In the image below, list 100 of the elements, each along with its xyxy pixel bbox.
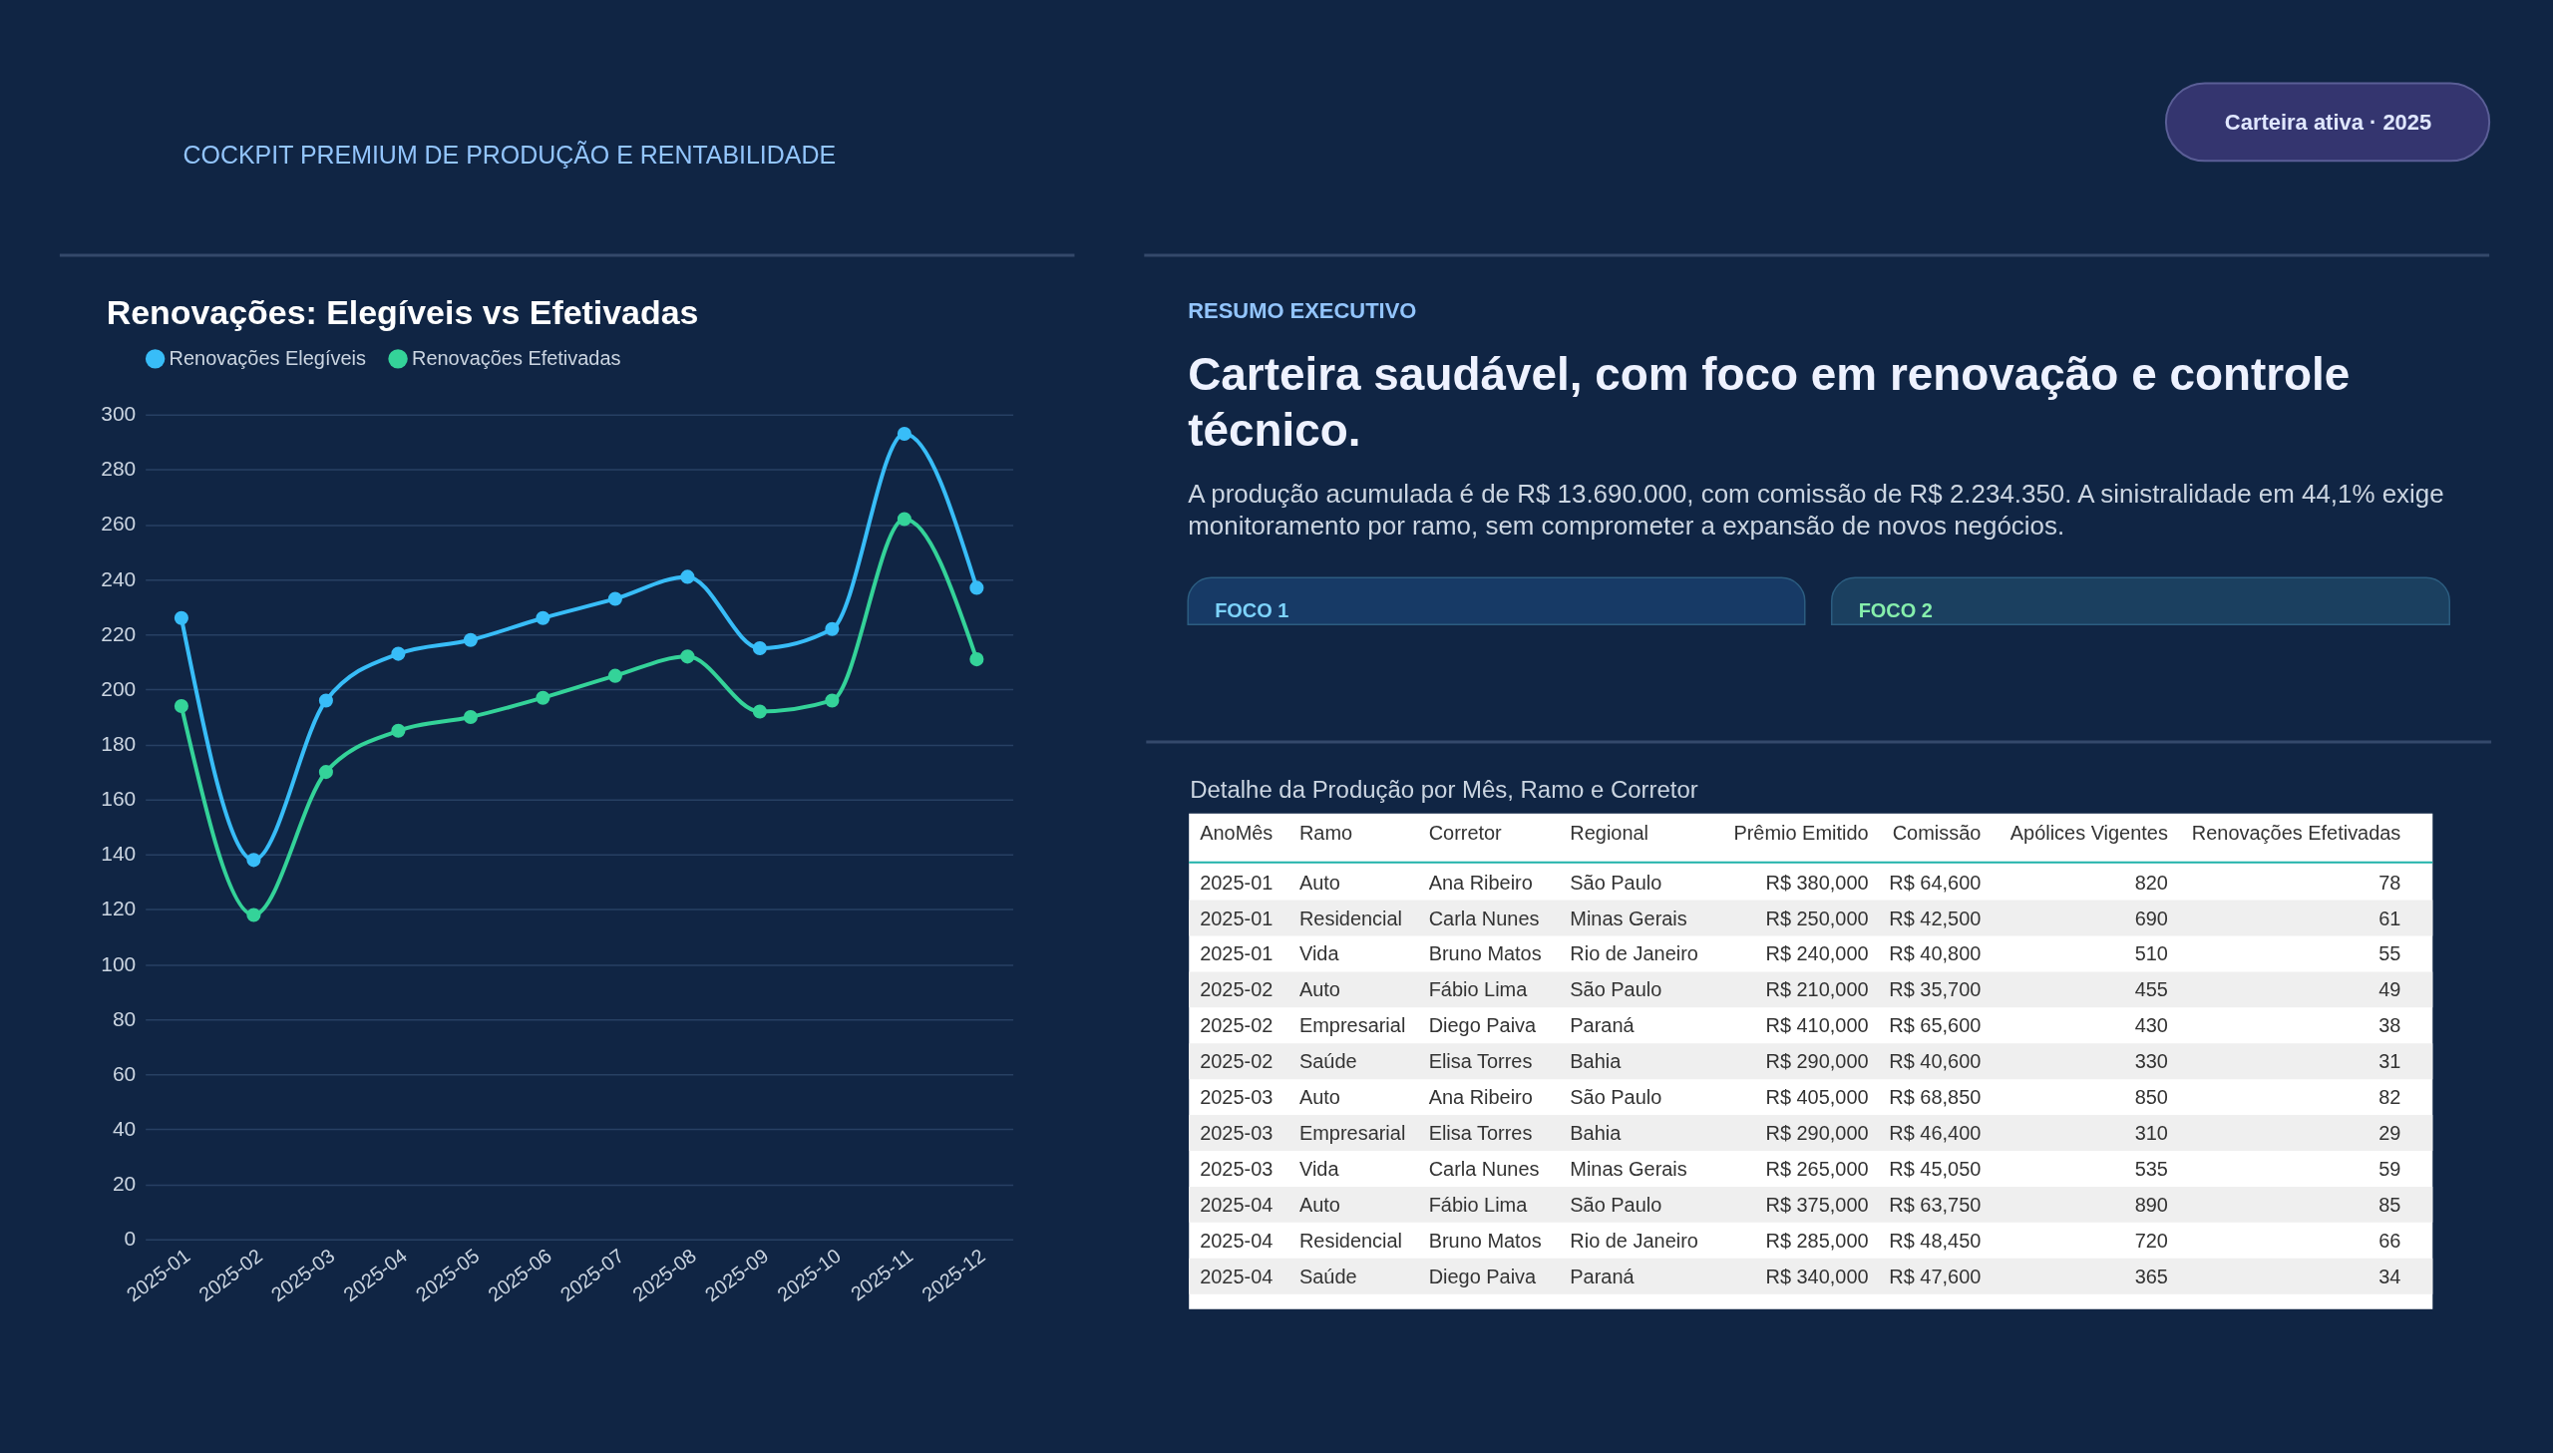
point [391, 646, 406, 661]
text: 49 [2378, 978, 2401, 1001]
text: São Paulo [1570, 1193, 1662, 1216]
text: 890 [2134, 1193, 2168, 1216]
point [536, 690, 550, 705]
point [752, 641, 767, 656]
text: R$ 65,600 [1889, 1014, 1982, 1037]
text: A produção acumulada é de R$ 13.690.000, com comissão de R$ 2.234.350. A sinistralidade em 44,1% exige monitoramento por ramo, sem comprometer a expansão de novos negócios. [1188, 479, 2444, 541]
text: R$ 42,500 [1889, 907, 1982, 929]
chart-title: Renovações: Elegíveis vs Efetivadas [106, 292, 699, 331]
text: R$ 63,750 [1889, 1193, 1982, 1216]
text: 78 [2378, 871, 2401, 894]
y-tick-label: 260 [101, 512, 137, 536]
point [174, 610, 188, 625]
text: São Paulo [1570, 1086, 1662, 1109]
text: R$ 340,000 [1765, 1265, 1869, 1287]
text: São Paulo [1570, 978, 1662, 1001]
text: R$ 45,050 [1889, 1157, 1982, 1180]
text: 2025-01 [1200, 871, 1274, 894]
text: R$ 46,400 [1889, 1122, 1982, 1145]
point [752, 704, 767, 719]
text: Fábio Lima [1428, 978, 1528, 1001]
y-tick-label: 40 [112, 1117, 137, 1140]
y-tick-label: 0 [124, 1227, 137, 1251]
text: Elisa Torres [1428, 1050, 1533, 1073]
text: 2025-01 [1200, 907, 1274, 929]
text: Saúde [1298, 1050, 1357, 1073]
point [607, 591, 622, 606]
text: Residencial [1298, 907, 1403, 929]
text: 85 [2378, 1193, 2401, 1216]
legend-label: Renovações Elegíveis [169, 346, 366, 369]
text: 820 [2134, 871, 2168, 894]
category-label: Prêmio Emitido [1733, 821, 1869, 844]
text: Residencial [1298, 1229, 1403, 1252]
point [463, 632, 478, 647]
text: 455 [2134, 978, 2168, 1001]
text: Bruno Matos [1428, 1229, 1542, 1252]
text: R$ 40,800 [1889, 942, 1982, 965]
text: Diego Paiva [1428, 1265, 1537, 1287]
category-label: AnoMês [1200, 821, 1274, 844]
y-tick-label: 280 [101, 457, 137, 481]
text: 2025-01 [1200, 942, 1274, 965]
text: 55 [2378, 942, 2401, 965]
text: Minas Gerais [1570, 907, 1687, 929]
text: 535 [2134, 1157, 2168, 1180]
text: Bahia [1570, 1050, 1622, 1073]
category-label: Comissão [1892, 821, 1982, 844]
text: Carteira ativa · 2025 [2224, 110, 2432, 136]
point [680, 649, 695, 664]
text: Auto [1298, 978, 1340, 1001]
text: 690 [2134, 907, 2168, 929]
text: Diego Paiva [1428, 1014, 1537, 1037]
point [680, 569, 695, 584]
text: R$ 380,000 [1765, 871, 1869, 894]
text: 61 [2378, 907, 2401, 929]
text: Bruno Matos [1428, 942, 1542, 965]
point [318, 765, 333, 780]
text: Carla Nunes [1428, 907, 1540, 929]
text: 82 [2378, 1086, 2401, 1109]
point [318, 693, 333, 708]
text: 2025-04 [1200, 1229, 1274, 1252]
point [536, 610, 550, 625]
text: COCKPIT PREMIUM DE PRODUÇÃO E RENTABILIDADE [182, 141, 837, 170]
text: Elisa Torres [1428, 1122, 1533, 1145]
category-label: Renovações Efetivadas [2191, 821, 2401, 844]
y-tick-label: 120 [101, 897, 137, 920]
text: 510 [2134, 942, 2168, 965]
point [897, 512, 912, 527]
text: Detalhe da Produção por Mês, Ramo e Corretor [1190, 775, 1698, 803]
y-tick-label: 160 [101, 787, 137, 811]
text: Minas Gerais [1570, 1157, 1687, 1180]
y-tick-label: 200 [101, 676, 137, 700]
text: Paraná [1570, 1014, 1635, 1037]
text: 2025-03 [1200, 1157, 1274, 1180]
text: Auto [1298, 1193, 1340, 1216]
point [246, 853, 261, 868]
category-label: Corretor [1428, 821, 1503, 844]
point [391, 723, 406, 738]
category-label: Apólices Vigentes [2009, 821, 2168, 844]
category-label: Ramo [1298, 821, 1353, 844]
point [825, 693, 840, 708]
text: Vida [1298, 942, 1339, 965]
text: São Paulo [1570, 871, 1662, 894]
point [607, 668, 622, 683]
text: 38 [2378, 1014, 2401, 1037]
text: FOCO 2 [1858, 599, 1933, 622]
text: Saúde [1298, 1265, 1357, 1287]
text: R$ 47,600 [1889, 1265, 1982, 1287]
text: R$ 250,000 [1765, 907, 1869, 929]
text: Empresarial [1298, 1122, 1406, 1145]
text: R$ 48,450 [1889, 1229, 1982, 1252]
text: Rio de Janeiro [1570, 942, 1698, 965]
y-tick-label: 100 [101, 951, 137, 975]
point [825, 621, 840, 636]
point [246, 908, 261, 922]
text: 365 [2134, 1265, 2168, 1287]
point [897, 426, 912, 442]
text: 31 [2378, 1050, 2401, 1073]
text: Rio de Janeiro [1570, 1229, 1698, 1252]
text: R$ 290,000 [1765, 1050, 1869, 1073]
